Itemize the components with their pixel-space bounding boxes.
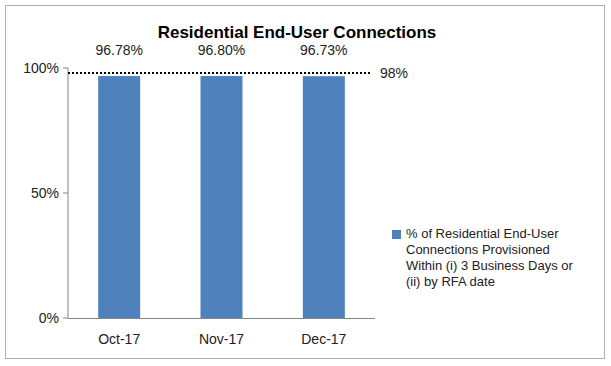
x-tick-label: Oct-17 bbox=[98, 331, 140, 347]
y-tick-label: 100% bbox=[23, 60, 59, 76]
y-tick bbox=[63, 193, 68, 194]
x-axis bbox=[68, 318, 375, 319]
bars bbox=[98, 76, 345, 318]
y-tick bbox=[63, 318, 68, 319]
bar bbox=[98, 76, 140, 318]
y-tick-label: 50% bbox=[31, 185, 59, 201]
y-tick bbox=[63, 68, 68, 69]
chart-frame bbox=[6, 6, 605, 359]
chart-svg: Residential End-User Connections 0% 50% 100… bbox=[0, 0, 611, 366]
y-axis bbox=[68, 68, 69, 318]
bar bbox=[201, 76, 243, 318]
data-label: 96.80% bbox=[198, 42, 245, 58]
legend-swatch bbox=[392, 230, 401, 239]
x-tick-label: Nov-17 bbox=[199, 331, 244, 347]
data-label: 96.78% bbox=[95, 42, 142, 58]
y-tick-label: 0% bbox=[39, 310, 59, 326]
chart-root: Residential End-User Connections 0% 50% 100… bbox=[0, 0, 611, 366]
legend: % of Residential End-User Connections Pr… bbox=[392, 226, 578, 290]
data-label: 96.73% bbox=[300, 42, 347, 58]
target-line bbox=[68, 72, 372, 74]
legend-label: % of Residential End-User Connections Pr… bbox=[406, 226, 578, 290]
legend-item: % of Residential End-User Connections Pr… bbox=[392, 226, 578, 290]
bar bbox=[303, 76, 345, 318]
chart-title: Residential End-User Connections bbox=[158, 23, 437, 42]
target-label: 98% bbox=[380, 65, 408, 81]
x-tick-label: Dec-17 bbox=[301, 331, 346, 347]
